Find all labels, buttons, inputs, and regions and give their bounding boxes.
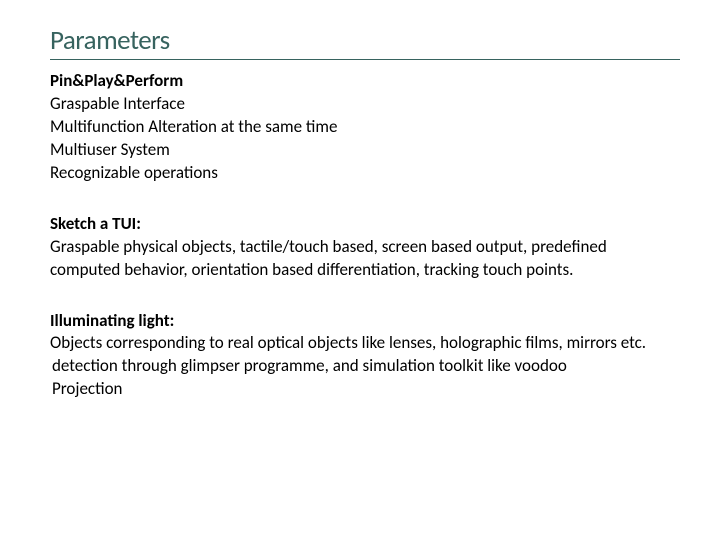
list-item: Recognizable operations	[50, 162, 680, 185]
section1-header: Pin&Play&Perform	[50, 70, 680, 93]
section3-line3: Projection	[50, 378, 122, 399]
section3-line2: detection through glimpser programme, an…	[50, 355, 567, 376]
section-illuminating-light: Illuminating light: Objects correspondin…	[50, 310, 680, 402]
page-title: Parameters	[50, 24, 680, 60]
section2-body: Graspable physical objects, tactile/touc…	[50, 236, 607, 280]
list-item: Graspable Interface	[50, 93, 680, 116]
list-item: Multifunction Alteration at the same tim…	[50, 116, 680, 139]
section2-header: Sketch a TUI:	[50, 213, 141, 234]
section-pin-play-perform: Pin&Play&Perform Graspable Interface Mul…	[50, 70, 680, 185]
section3-header: Illuminating light:	[50, 310, 174, 331]
list-item: Multiuser System	[50, 139, 680, 162]
section3-line1: Objects corresponding to real optical ob…	[50, 332, 646, 353]
section-sketch-tui: Sketch a TUI: Graspable physical objects…	[50, 213, 680, 282]
